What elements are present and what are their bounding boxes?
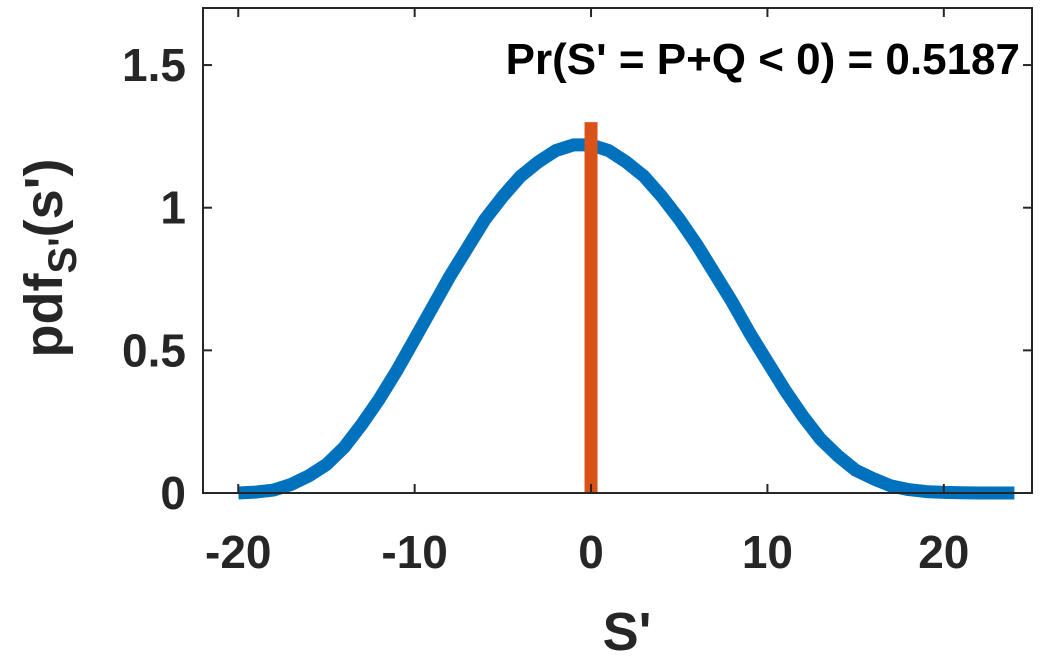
y-axis-label-main: pdf [14,273,74,358]
plot-area [237,122,1015,500]
y-axis-label-suffix: (s') [14,159,74,238]
x-tick-label: 10 [742,526,793,578]
y-tick-label: 1.5 [122,39,186,91]
y-tick-label: 0.5 [122,324,186,376]
y-tick-label: 1 [160,182,186,234]
x-tick-label: -10 [381,526,447,578]
x-tick-label: 20 [918,526,969,578]
x-tick-label: 0 [578,526,604,578]
tick-labels: -20 -10 0 10 20 0 0.5 1 1.5 [122,39,969,578]
pdf-curve [237,138,1015,500]
probability-annotation: Pr(S' = P+Q < 0) = 0.5187 [506,35,1020,84]
axes [202,7,1033,494]
y-axis-label: pdfS'(s') [14,159,85,358]
axes-box [202,7,1033,494]
x-tick-label: -20 [205,526,271,578]
y-axis-label-subscript: S' [41,237,85,273]
y-tick-label: 0 [160,467,186,519]
x-axis-label: S' [603,602,652,660]
